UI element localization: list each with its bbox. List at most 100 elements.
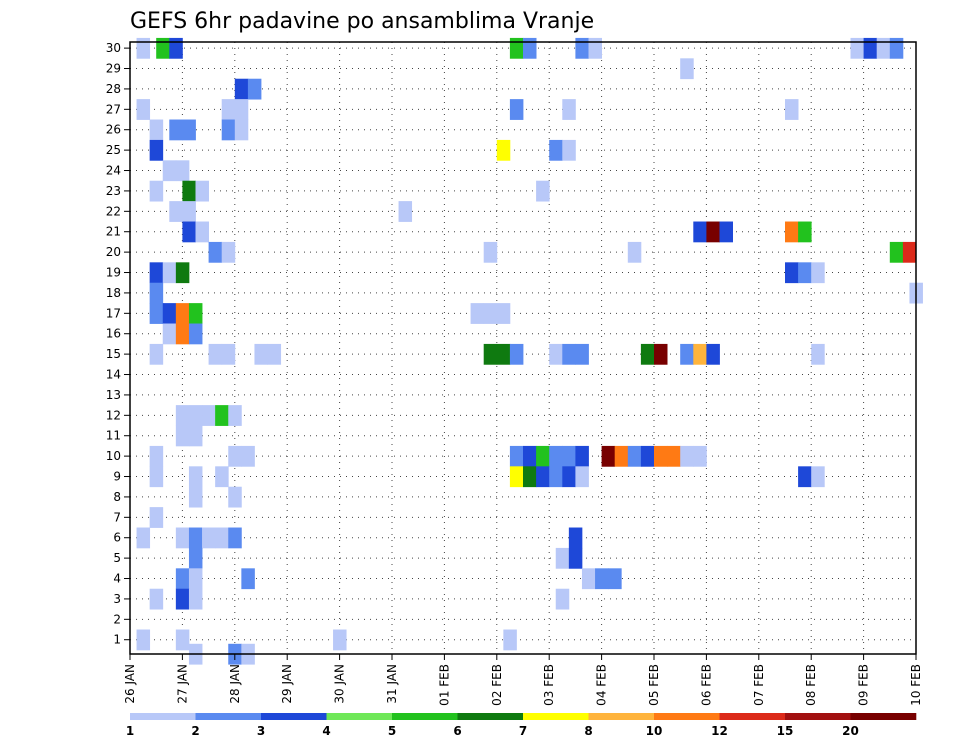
precip-cell bbox=[693, 221, 707, 243]
precip-cell bbox=[601, 445, 616, 467]
precip-cell bbox=[785, 99, 799, 120]
colorbar-swatch bbox=[785, 713, 851, 720]
precip-cell bbox=[333, 629, 347, 651]
x-tick-label: 30 JAN bbox=[333, 664, 347, 704]
precip-cell bbox=[785, 221, 799, 243]
precip-cell bbox=[149, 139, 164, 161]
y-tick-label: 27 bbox=[106, 102, 121, 116]
colorbar-swatch bbox=[719, 713, 786, 720]
y-tick-label: 18 bbox=[106, 286, 121, 300]
colorbar-swatch bbox=[392, 713, 458, 720]
precip-cell bbox=[719, 221, 733, 243]
y-tick-label: 4 bbox=[113, 572, 121, 586]
precip-cell bbox=[811, 466, 825, 488]
precip-cell bbox=[549, 466, 563, 488]
precip-cell bbox=[228, 527, 242, 549]
precip-cell bbox=[175, 629, 190, 651]
precip-cell bbox=[182, 201, 196, 222]
precip-cell bbox=[267, 343, 282, 365]
y-tick-label: 8 bbox=[113, 490, 121, 504]
precip-cell bbox=[595, 568, 609, 590]
precip-cell bbox=[549, 343, 563, 365]
precip-cell bbox=[811, 262, 825, 284]
colorbar-label: 6 bbox=[453, 724, 461, 738]
chart-title: GEFS 6hr padavine po ansamblima Vranje bbox=[130, 9, 594, 34]
colorbar-label: 4 bbox=[322, 724, 330, 738]
precip-cell bbox=[562, 343, 576, 365]
colorbar-label: 12 bbox=[711, 724, 728, 738]
precip-cell bbox=[175, 568, 190, 590]
colorbar-swatch bbox=[130, 713, 196, 720]
y-tick-label: 14 bbox=[106, 368, 121, 382]
colorbar-label: 8 bbox=[584, 724, 592, 738]
precip-cell bbox=[562, 445, 576, 467]
y-tick-label: 19 bbox=[106, 266, 121, 280]
precip-cell bbox=[175, 588, 190, 610]
precip-cell bbox=[188, 547, 203, 569]
precip-cell bbox=[680, 445, 694, 467]
precip-cell bbox=[509, 37, 524, 59]
precip-cell bbox=[575, 343, 589, 365]
precip-cell bbox=[575, 445, 589, 467]
heatmap-cells bbox=[136, 37, 923, 665]
precip-cell bbox=[241, 445, 255, 467]
precip-cell bbox=[509, 99, 524, 120]
precip-cell bbox=[169, 119, 183, 141]
colorbar-swatch bbox=[523, 713, 589, 720]
x-tick-label: 10 FEB bbox=[909, 664, 923, 706]
precip-cell bbox=[208, 343, 223, 365]
precip-cell bbox=[162, 262, 177, 284]
colorbar-swatch bbox=[326, 713, 393, 720]
y-tick-label: 1 bbox=[113, 633, 121, 647]
precip-cell bbox=[555, 547, 570, 569]
precip-cell bbox=[654, 343, 668, 365]
x-tick-label: 06 FEB bbox=[699, 664, 713, 706]
precip-cell bbox=[483, 241, 498, 263]
colorbar-swatch bbox=[588, 713, 655, 720]
precip-cell bbox=[667, 445, 681, 467]
precip-cell bbox=[254, 343, 268, 365]
y-tick-label: 23 bbox=[106, 184, 121, 198]
x-tick-label: 26 JAN bbox=[123, 664, 137, 704]
y-tick-label: 7 bbox=[113, 510, 121, 524]
precip-cell bbox=[581, 568, 596, 590]
precip-cell bbox=[588, 37, 602, 59]
precip-cell bbox=[228, 486, 242, 508]
y-tick-label: 26 bbox=[106, 123, 121, 137]
colorbar-label: 7 bbox=[519, 724, 527, 738]
precip-cell bbox=[149, 466, 164, 488]
colorbar-swatch bbox=[261, 713, 327, 720]
precip-cell bbox=[221, 343, 236, 365]
precip-cell bbox=[398, 201, 413, 222]
precip-cell bbox=[509, 343, 524, 365]
y-tick-label: 24 bbox=[106, 164, 121, 178]
x-tick-label: 29 JAN bbox=[280, 664, 294, 704]
precip-cell bbox=[195, 180, 209, 202]
x-tick-label: 02 FEB bbox=[490, 664, 504, 706]
y-tick-label: 9 bbox=[113, 470, 121, 484]
precip-cell bbox=[509, 445, 524, 467]
precip-cell bbox=[175, 303, 190, 324]
x-tick-label: 31 JAN bbox=[385, 664, 399, 704]
x-tick-label: 27 JAN bbox=[175, 664, 189, 704]
precip-cell bbox=[614, 445, 629, 467]
precip-cell bbox=[182, 180, 196, 202]
precip-cell bbox=[149, 343, 164, 365]
precip-cell bbox=[156, 37, 170, 59]
precip-cell bbox=[175, 527, 190, 549]
precip-cell bbox=[562, 99, 576, 120]
precip-cell bbox=[549, 445, 563, 467]
precip-cell bbox=[798, 221, 812, 243]
y-tick-label: 16 bbox=[106, 327, 121, 341]
precip-cell bbox=[215, 527, 229, 549]
plot-frame bbox=[129, 41, 917, 655]
x-tick-label: 01 FEB bbox=[437, 664, 451, 706]
precip-cell bbox=[188, 527, 203, 549]
precip-cell bbox=[215, 405, 229, 426]
precip-cell bbox=[202, 527, 216, 549]
precip-cell bbox=[523, 37, 537, 59]
y-tick-label: 22 bbox=[106, 204, 121, 218]
y-axis-ticks: 1234567891011121314151617181920212223242… bbox=[106, 41, 130, 647]
precip-cell bbox=[234, 78, 249, 100]
